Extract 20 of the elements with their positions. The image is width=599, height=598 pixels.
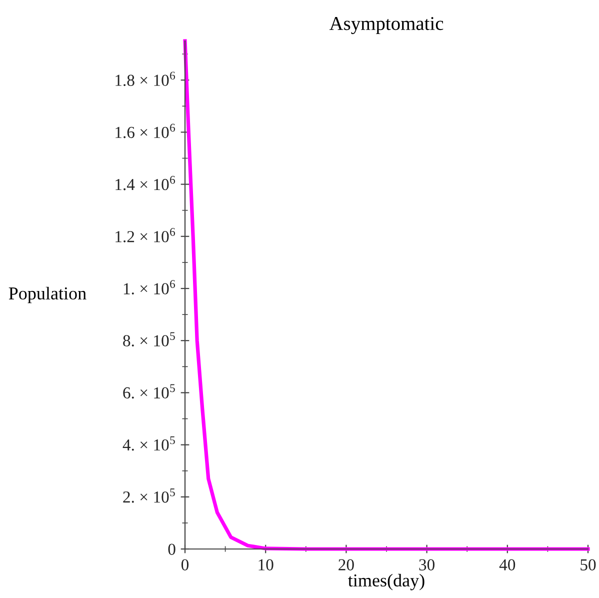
x-tick-label: 10 bbox=[258, 559, 274, 570]
y-tick-label: 4. × 10$^{5}$ bbox=[122, 436, 175, 451]
y-tick-label: 1.2 × 10$^{6}$ bbox=[116, 228, 176, 242]
y-tick-label: 0 bbox=[168, 544, 176, 555]
line-series bbox=[183, 39, 590, 551]
y-tick-label: 1.4 × 10$^{6}$ bbox=[116, 176, 176, 190]
x-tick-label: 30 bbox=[419, 559, 434, 570]
y-tick-label: 1. × 10$^{6}$ bbox=[124, 280, 176, 294]
y-tick-label: 1.8 × 10$^{6}$ bbox=[116, 72, 176, 86]
y-tick-label: 2. × 10$^{5}$ bbox=[123, 488, 175, 503]
x-tick-label: 50 bbox=[580, 559, 596, 570]
x-tick-label: 20 bbox=[338, 559, 354, 570]
y-tick-label: 6. × 10$^{5}$ bbox=[123, 384, 175, 399]
y-axis-title: Population bbox=[8, 286, 86, 304]
y-tick-label: 8. × 10$^{5}$ bbox=[123, 332, 175, 346]
y-tick-label: 1.6 × 10$^{6}$ bbox=[116, 124, 176, 138]
x-axis-title: times(day) bbox=[348, 574, 424, 590]
x-tick-label: 0 bbox=[181, 559, 189, 570]
x-tick-label: 40 bbox=[499, 559, 516, 570]
chart-title: Asymptomatic bbox=[329, 17, 444, 34]
